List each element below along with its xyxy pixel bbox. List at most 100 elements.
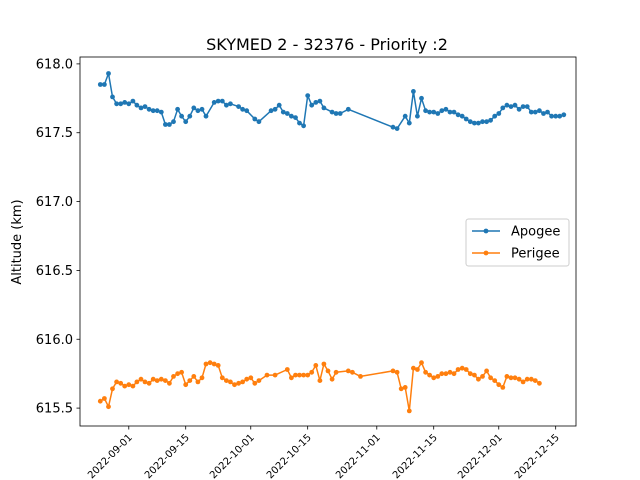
apogee-point: [484, 119, 489, 125]
legend-marker-apogee: [483, 228, 489, 234]
apogee-point: [459, 113, 465, 119]
perigee-point: [419, 360, 424, 366]
perigee-point: [167, 380, 172, 386]
apogee-point: [293, 115, 298, 120]
perigee-point: [301, 372, 306, 378]
apogee-point: [313, 100, 319, 105]
apogee-point: [252, 116, 258, 122]
apogee-point: [557, 113, 563, 119]
x-tick-label: 2022-09-15: [143, 432, 192, 480]
apogee-series-line: [100, 72, 565, 130]
perigee-point: [236, 380, 242, 386]
perigee-point: [484, 368, 489, 374]
apogee-point: [122, 100, 128, 105]
apogee-point: [504, 102, 510, 108]
perigee-point: [504, 374, 510, 379]
apogee-point: [345, 106, 351, 112]
apogee-point: [106, 71, 111, 76]
plot-area: [97, 71, 567, 414]
apogee-point: [415, 113, 420, 119]
apogee-point: [406, 120, 412, 126]
perigee-point: [492, 378, 498, 383]
apogee-point: [476, 120, 481, 126]
apogee-point: [305, 93, 311, 98]
apogee-point: [532, 109, 538, 115]
perigee-point: [154, 378, 160, 383]
x-tick-label: 2022-11-15: [391, 432, 440, 480]
apogee-point: [268, 108, 274, 114]
perigee-point: [232, 382, 237, 388]
perigee-point: [532, 378, 538, 383]
perigee-point: [476, 376, 481, 382]
perigee-point: [289, 375, 294, 381]
apogee-point: [118, 101, 124, 107]
apogee-point: [126, 101, 132, 107]
perigee-point: [350, 369, 355, 375]
perigee-point: [431, 375, 437, 381]
x-tick-label: 2022-11-01: [334, 432, 383, 480]
legend-marker-perigee: [483, 250, 489, 256]
apogee-point: [187, 113, 193, 119]
perigee-point: [447, 369, 453, 375]
apogee-point: [134, 102, 140, 108]
perigee-point: [219, 375, 225, 381]
perigee-point: [97, 398, 103, 404]
perigee-point: [293, 372, 298, 378]
apogee-point: [435, 111, 441, 116]
apogee-point: [272, 106, 278, 112]
perigee-point: [500, 385, 506, 390]
apogee-point: [289, 113, 294, 119]
perigee-point: [195, 379, 201, 385]
apogee-point: [97, 82, 103, 87]
apogee-point: [228, 101, 233, 107]
legend: Apogee Perigee: [465, 218, 570, 267]
perigee-point: [114, 379, 119, 385]
perigee-point: [439, 371, 445, 377]
apogee-point: [138, 105, 144, 111]
apogee-point: [423, 108, 428, 114]
apogee-point: [492, 113, 498, 119]
perigee-point: [163, 378, 168, 383]
apogee-point: [167, 122, 172, 127]
apogee-point: [215, 98, 221, 104]
perigee-point: [317, 378, 323, 383]
apogee-point: [472, 120, 477, 126]
apogee-point: [419, 95, 424, 101]
legend-label-perigee: Perigee: [511, 247, 560, 262]
perigee-point: [106, 404, 111, 410]
apogee-point: [402, 113, 408, 119]
apogee-point: [191, 105, 197, 111]
perigee-point: [480, 374, 485, 379]
apogee-point: [171, 119, 176, 125]
perigee-point: [207, 360, 213, 366]
apogee-point: [309, 102, 315, 108]
perigee-point: [199, 375, 205, 381]
perigee-point: [158, 376, 164, 382]
apogee-point: [142, 104, 148, 109]
perigee-point: [528, 376, 534, 382]
apogee-point: [443, 106, 449, 112]
apogee-point: [427, 109, 432, 115]
perigee-point: [175, 371, 181, 377]
x-tick-label: 2022-09-01: [86, 432, 135, 480]
apogee-point: [480, 119, 485, 125]
perigee-point: [183, 382, 189, 388]
apogee-point: [528, 109, 534, 115]
perigee-point: [443, 371, 449, 377]
perigee-point: [463, 367, 469, 372]
apogee-point: [455, 112, 461, 118]
apogee-point: [545, 109, 550, 115]
apogee-point: [488, 117, 493, 123]
apogee-point: [512, 102, 518, 108]
apogee-point: [321, 105, 327, 111]
perigee-point: [240, 379, 246, 385]
perigee-point: [228, 379, 233, 385]
y-tick-label: 615.5: [36, 402, 73, 417]
perigee-point: [524, 376, 530, 382]
perigee-point: [272, 372, 278, 378]
x-tick-label: 2022-12-01: [456, 432, 505, 480]
apogee-point: [284, 111, 290, 116]
perigee-point: [467, 371, 473, 377]
perigee-point: [284, 367, 290, 372]
apogee-point: [537, 108, 542, 114]
